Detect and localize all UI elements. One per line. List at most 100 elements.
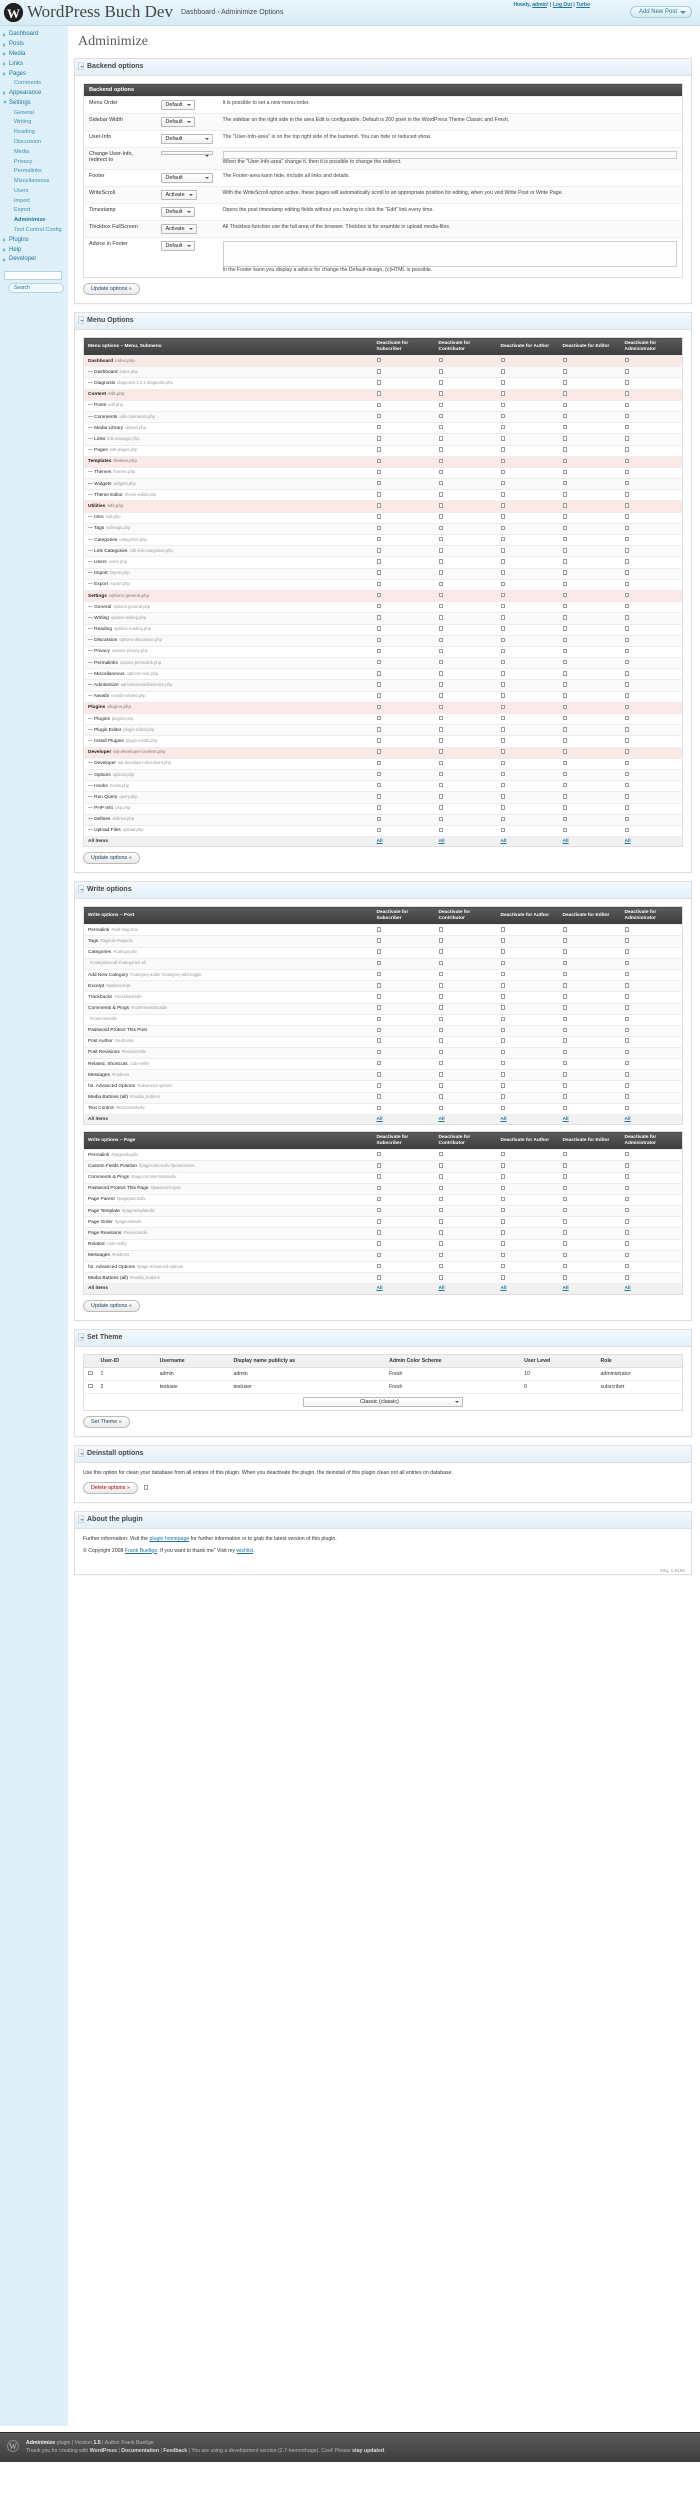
deactivate-checkbox[interactable] (562, 760, 567, 766)
deactivate-checkbox[interactable] (438, 424, 443, 430)
write-update-button[interactable]: Update options » (83, 1299, 140, 1312)
deactivate-checkbox[interactable] (562, 1049, 567, 1055)
deactivate-checkbox[interactable] (562, 514, 567, 519)
deactivate-checkbox[interactable] (376, 357, 381, 363)
deactivate-checkbox[interactable] (500, 1005, 505, 1010)
deactivate-checkbox[interactable] (376, 447, 381, 452)
howdy-user-link[interactable]: admin (532, 2, 547, 8)
deactivate-checkbox[interactable] (376, 1163, 381, 1168)
search-button[interactable]: Search (8, 282, 64, 293)
deactivate-checkbox[interactable] (438, 369, 443, 374)
deactivate-checkbox[interactable] (624, 1005, 629, 1010)
set-theme-box-title[interactable]: Set Theme (75, 1329, 691, 1347)
deactivate-checkbox[interactable] (500, 1263, 505, 1269)
select-all-link[interactable]: All (376, 1116, 383, 1122)
deactivate-checkbox[interactable] (500, 760, 505, 766)
deactivate-checkbox[interactable] (376, 536, 381, 542)
sidebar-item-permalinks[interactable]: Permalinks (0, 167, 68, 177)
admin-color-scheme-select[interactable]: Classic (classic) (303, 1396, 463, 1407)
deactivate-checkbox[interactable] (376, 603, 381, 609)
deactivate-checkbox[interactable] (562, 436, 567, 441)
collapse-toggle-icon[interactable] (78, 62, 84, 70)
deactivate-checkbox[interactable] (500, 1072, 505, 1077)
deactivate-checkbox[interactable] (624, 1038, 629, 1043)
deactivate-checkbox[interactable] (562, 971, 567, 977)
deactivate-checkbox[interactable] (624, 436, 629, 441)
deactivate-checkbox[interactable] (376, 983, 381, 988)
deactivate-checkbox[interactable] (562, 1196, 567, 1202)
sidebar-item-reading[interactable]: Reading (0, 128, 68, 138)
deactivate-checkbox[interactable] (624, 503, 629, 508)
deactivate-checkbox[interactable] (500, 727, 505, 732)
deactivate-checkbox[interactable] (438, 492, 443, 497)
deactivate-checkbox[interactable] (562, 693, 567, 698)
deactivate-checkbox[interactable] (562, 827, 567, 833)
deactivate-checkbox[interactable] (438, 927, 443, 932)
search-input[interactable] (4, 270, 62, 280)
deactivate-checkbox[interactable] (624, 626, 629, 631)
deactivate-checkbox[interactable] (562, 480, 567, 486)
deactivate-checkbox[interactable] (376, 1083, 381, 1088)
deactivate-checkbox[interactable] (562, 960, 567, 966)
deactivate-checkbox[interactable] (500, 626, 505, 631)
deactivate-checkbox[interactable] (438, 805, 443, 810)
deactivate-checkbox[interactable] (562, 927, 567, 932)
sidebar-item-settings[interactable]: Settings (0, 98, 68, 108)
deactivate-checkbox[interactable] (562, 659, 567, 665)
sidebar-item-general[interactable]: General (0, 108, 68, 118)
deactivate-checkbox[interactable] (438, 514, 443, 519)
deactivate-checkbox[interactable] (376, 693, 381, 698)
deactivate-checkbox[interactable] (438, 738, 443, 743)
sidebar-item-discussion[interactable]: Discussion (0, 138, 68, 148)
deactivate-checkbox[interactable] (624, 1094, 629, 1099)
deactivate-checkbox[interactable] (562, 1005, 567, 1010)
deactivate-checkbox[interactable] (624, 536, 629, 542)
deactivate-checkbox[interactable] (376, 458, 381, 464)
stay-updated-link[interactable]: stay updated (352, 2448, 385, 2454)
deactivate-checkbox[interactable] (376, 1174, 381, 1179)
deactivate-checkbox[interactable] (562, 715, 567, 721)
deactivate-checkbox[interactable] (500, 1252, 505, 1258)
deactivate-checkbox[interactable] (562, 357, 567, 363)
deactivate-checkbox[interactable] (438, 1049, 443, 1055)
deactivate-checkbox[interactable] (562, 1072, 567, 1077)
deactivate-checkbox[interactable] (500, 447, 505, 452)
deactivate-checkbox[interactable] (376, 581, 381, 587)
deactivate-checkbox[interactable] (624, 727, 629, 732)
deactivate-checkbox[interactable] (376, 994, 381, 999)
deactivate-checkbox[interactable] (500, 424, 505, 430)
collapse-toggle-icon[interactable] (78, 885, 84, 894)
deactivate-checkbox[interactable] (376, 492, 381, 497)
deactivate-checkbox[interactable] (624, 402, 629, 408)
deactivate-checkbox[interactable] (624, 994, 629, 999)
deactivate-checkbox[interactable] (500, 480, 505, 486)
deactivate-checkbox[interactable] (376, 1049, 381, 1055)
menu-options-box-title[interactable]: Menu Options (75, 313, 691, 330)
deactivate-checkbox[interactable] (624, 816, 629, 822)
deactivate-checkbox[interactable] (438, 357, 443, 363)
deactivate-checkbox[interactable] (562, 570, 567, 575)
deactivate-checkbox[interactable] (376, 782, 381, 788)
backend-update-button[interactable]: Update options » (83, 283, 140, 295)
deactivate-checkbox[interactable] (562, 782, 567, 788)
deactivate-checkbox[interactable] (624, 480, 629, 486)
deactivate-checkbox[interactable] (500, 1163, 505, 1168)
sidebar-item-users[interactable]: Users (0, 187, 68, 197)
deactivate-checkbox[interactable] (438, 447, 443, 452)
deactivate-checkbox[interactable] (500, 816, 505, 822)
deactivate-checkbox[interactable] (500, 971, 505, 977)
deactivate-checkbox[interactable] (562, 603, 567, 609)
deactivate-checkbox[interactable] (624, 938, 629, 943)
deactivate-checkbox[interactable] (624, 794, 629, 799)
author-link[interactable]: Frank Bueltge (124, 1547, 158, 1554)
deactivate-checkbox[interactable] (376, 413, 381, 419)
deactivate-checkbox[interactable] (624, 949, 629, 954)
deactivate-checkbox[interactable] (500, 927, 505, 932)
deactivate-checkbox[interactable] (438, 615, 443, 620)
deactivate-checkbox[interactable] (438, 727, 443, 732)
deactivate-checkbox[interactable] (562, 503, 567, 508)
deactivate-checkbox[interactable] (376, 615, 381, 620)
deactivate-checkbox[interactable] (624, 469, 629, 475)
deactivate-checkbox[interactable] (376, 738, 381, 743)
deactivate-checkbox[interactable] (438, 782, 443, 788)
